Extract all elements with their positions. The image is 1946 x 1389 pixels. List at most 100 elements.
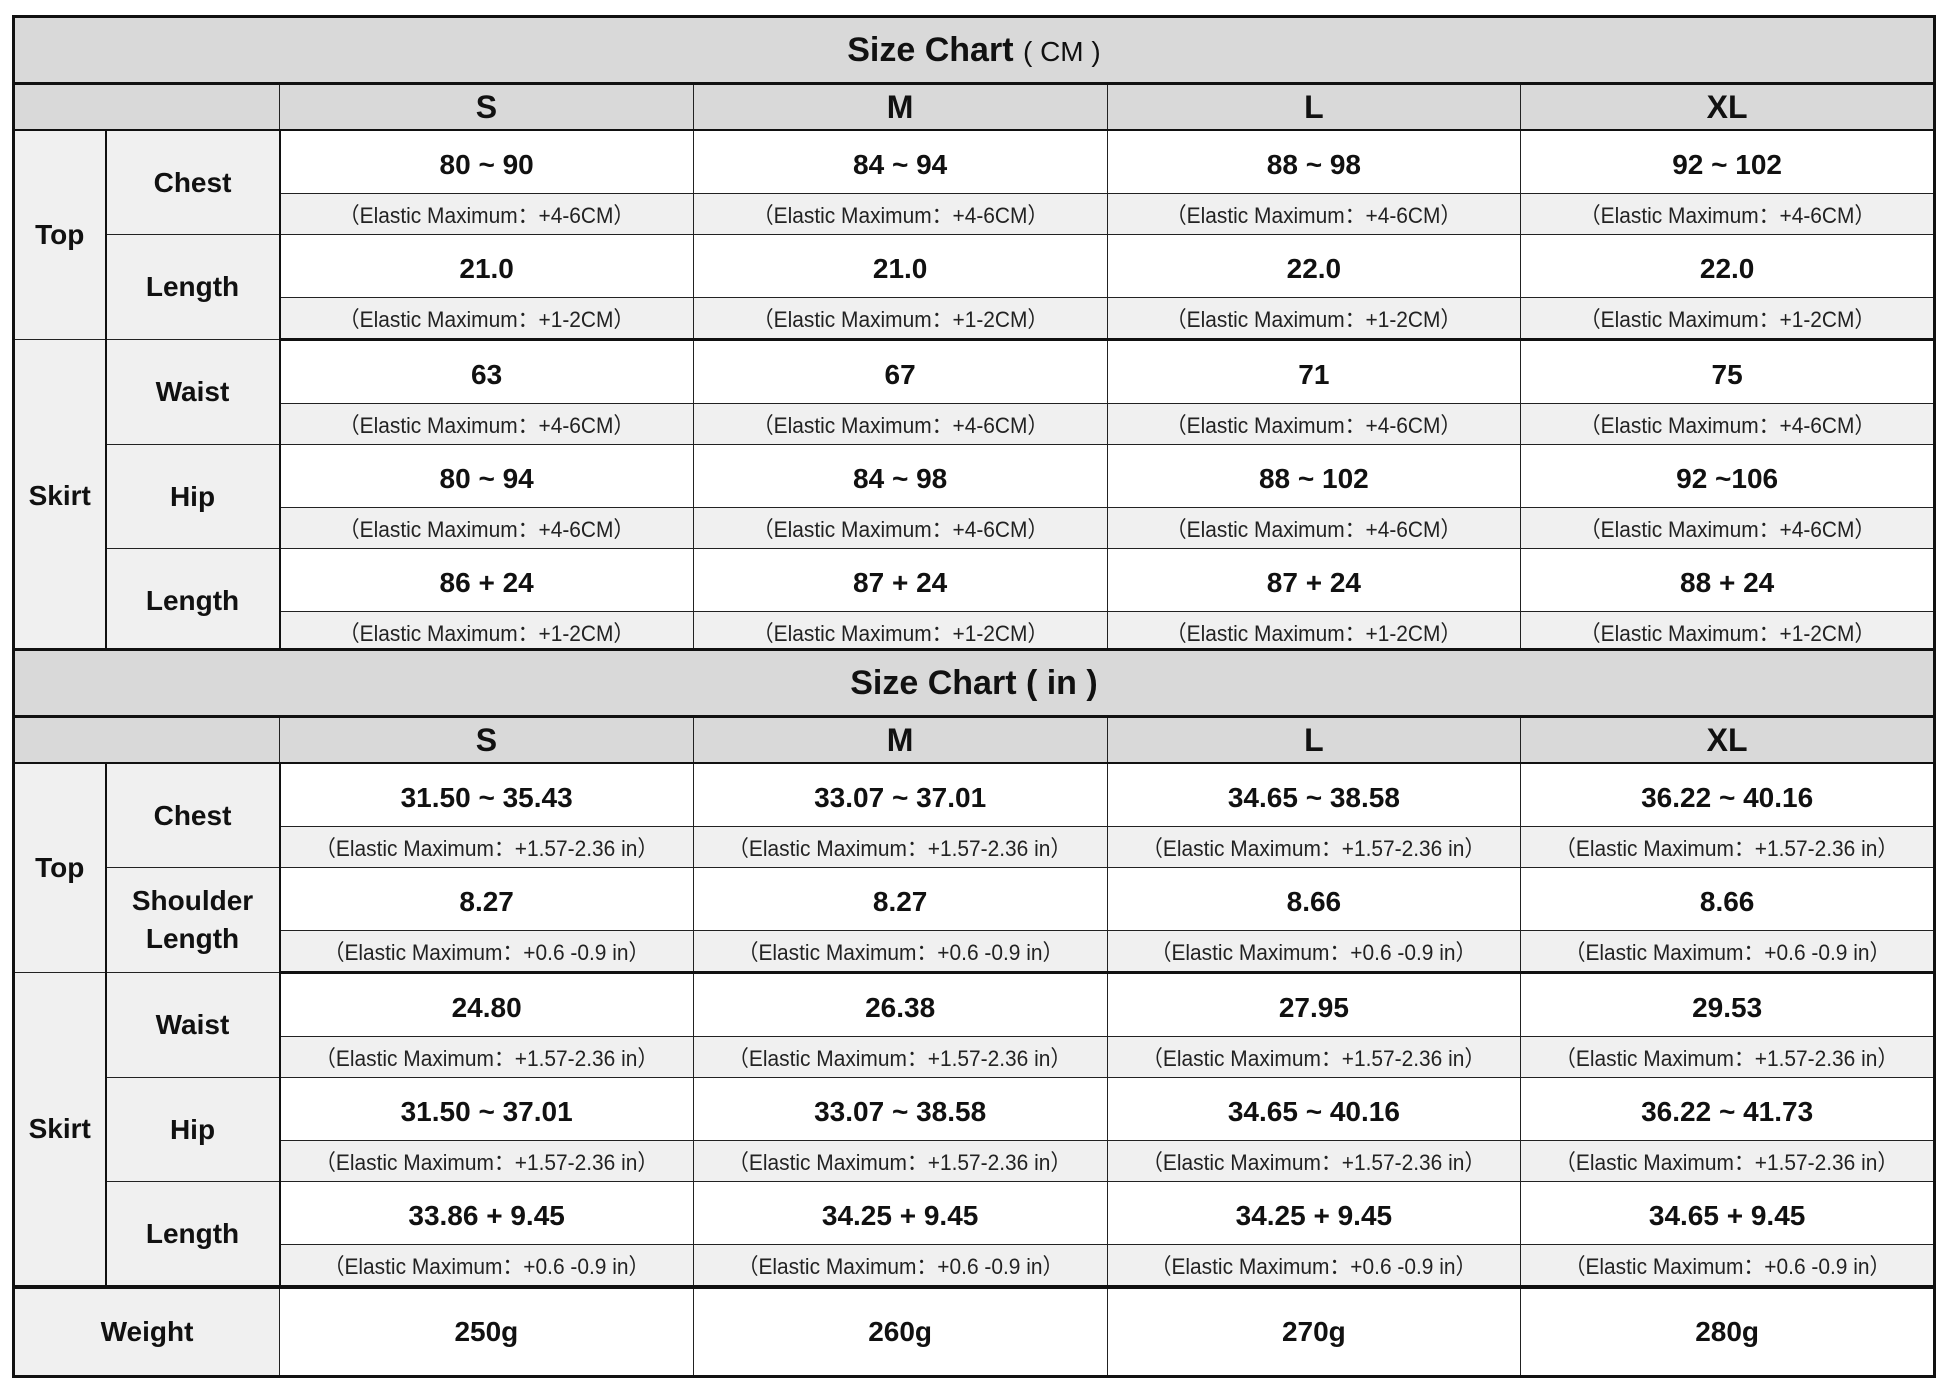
measure-value: 22.0 (1520, 234, 1935, 298)
measure-value: 84 ~ 98 (692, 444, 1108, 508)
measurement-value-row: Hip 80 ~ 94 84 ~ 98 88 ~ 102 92 ~106 (14, 444, 1935, 549)
measure-label: Length (105, 548, 281, 654)
measure-label: Waist (105, 972, 281, 1078)
table-title: Size Chart ( in ) (13, 649, 1935, 718)
title-text: Size Chart (847, 30, 1014, 69)
elastic-note-row: （Elastic Maximum：+0.6 -0.9 in） （Elastic M… (14, 1244, 1935, 1288)
elastic-note: （Elastic Maximum：+4-6CM） (1520, 193, 1935, 235)
elastic-note-text: （Elastic Maximum：+1-2CM） (1579, 621, 1875, 646)
size-header-row: S M L XL (13, 716, 1935, 764)
elastic-note-text: （Elastic Maximum：+4-6CM） (752, 413, 1048, 438)
elastic-note: （Elastic Maximum：+1.57-2.36 in） (692, 826, 1108, 868)
measure-label: Shoulder Length (105, 867, 281, 973)
size-chart-in-table: Size Chart ( in ) S M L XL Top Chest 31.50 ~ 35… (12, 648, 1936, 1288)
group-label-skirt: Skirt (13, 339, 107, 654)
elastic-note: （Elastic Maximum：+0.6 -0.9 in） (1520, 930, 1935, 974)
elastic-note: （Elastic Maximum：+1.57-2.36 in） (279, 1036, 694, 1078)
measure-value: 34.25 + 9.45 (1106, 1181, 1522, 1245)
measure-value: 33.07 ~ 37.01 (692, 762, 1108, 827)
elastic-note-text: （Elastic Maximum：+0.6 -0.9 in） (323, 940, 650, 965)
elastic-note-text: （Elastic Maximum：+1-2CM） (752, 307, 1048, 332)
elastic-note: （Elastic Maximum：+4-6CM） (692, 193, 1108, 235)
measure-value: 21.0 (692, 234, 1108, 298)
elastic-note-text: （Elastic Maximum：+1-2CM） (1166, 621, 1462, 646)
elastic-note-row: （Elastic Maximum：+1-2CM） （Elastic Maximum… (14, 297, 1935, 341)
elastic-note-text: （Elastic Maximum：+4-6CM） (752, 203, 1048, 228)
measure-value: 88 ~ 98 (1106, 129, 1522, 194)
size-header-l: L (1106, 83, 1522, 131)
elastic-note: （Elastic Maximum：+1.57-2.36 in） (279, 1140, 694, 1182)
elastic-note-text: （Elastic Maximum：+1.57-2.36 in） (728, 1150, 1072, 1175)
unit-label: ( CM ) (1022, 35, 1101, 67)
table-title: Size Chart ( CM ) (13, 16, 1935, 85)
measure-value: 8.27 (692, 867, 1108, 931)
measurement-value-row: Skirt Waist 24.80 26.38 27.95 29.53 (13, 972, 1935, 1287)
group-label-top: Top (13, 129, 107, 340)
title-row: Size Chart ( in ) (13, 649, 1935, 718)
elastic-note: （Elastic Maximum：+1.57-2.36 in） (692, 1140, 1108, 1182)
measure-value: 80 ~ 90 (279, 129, 694, 194)
elastic-note: （Elastic Maximum：+0.6 -0.9 in） (1520, 1244, 1935, 1288)
elastic-note: （Elastic Maximum：+1.57-2.36 in） (1520, 826, 1935, 868)
measure-value: 31.50 ~ 35.43 (279, 762, 694, 827)
measure-value: 92 ~ 102 (1520, 129, 1935, 194)
measure-value: 36.22 ~ 41.73 (1520, 1077, 1935, 1141)
measurement-value-row: Length 33.86 + 9.45 34.25 + 9.45 34.25 + 9.… (14, 1181, 1935, 1287)
elastic-note: （Elastic Maximum：+4-6CM） (1106, 403, 1522, 445)
measure-value: 34.25 + 9.45 (692, 1181, 1108, 1245)
measure-value: 92 ~106 (1520, 444, 1935, 508)
elastic-note: （Elastic Maximum：+4-6CM） (1106, 507, 1522, 549)
size-header-xl: XL (1520, 83, 1935, 131)
weight-value: 250g (279, 1287, 694, 1377)
elastic-note-text: （Elastic Maximum：+4-6CM） (1579, 413, 1875, 438)
measure-value: 71 (1106, 339, 1522, 404)
size-header-l: L (1106, 716, 1522, 764)
measurement-value-row: Length 86 + 24 87 + 24 87 + 24 88 + 24 (14, 548, 1935, 654)
elastic-note-text: （Elastic Maximum：+1-2CM） (1579, 307, 1875, 332)
elastic-note: （Elastic Maximum：+0.6 -0.9 in） (1106, 1244, 1522, 1288)
elastic-note-text: （Elastic Maximum：+1-2CM） (752, 621, 1048, 646)
elastic-note-text: （Elastic Maximum：+0.6 -0.9 in） (323, 1254, 650, 1279)
measure-value: 24.80 (279, 972, 694, 1037)
measure-value: 29.53 (1520, 972, 1935, 1037)
elastic-note-row: （Elastic Maximum：+4-6CM） （Elastic Maximum… (14, 193, 1935, 235)
size-header-xl: XL (1520, 716, 1935, 764)
measurement-value-row: Shoulder Length 8.27 8.27 8.66 8.66 (14, 867, 1935, 973)
elastic-note-text: （Elastic Maximum：+4-6CM） (338, 517, 635, 542)
elastic-note-text: （Elastic Maximum：+0.6 -0.9 in） (1564, 940, 1891, 965)
size-chart-cm-table: Size Chart ( CM ) S M L XL Top Chest 80 ~ 90 84 … (12, 15, 1936, 655)
measure-value: 34.65 + 9.45 (1520, 1181, 1935, 1245)
elastic-note-text: （Elastic Maximum：+4-6CM） (1579, 203, 1875, 228)
elastic-note-text: （Elastic Maximum：+1.57-2.36 in） (728, 1046, 1072, 1071)
elastic-note-row: （Elastic Maximum：+1.57-2.36 in） （Elastic … (14, 826, 1935, 868)
measure-value: 22.0 (1106, 234, 1522, 298)
measure-value: 8.27 (279, 867, 694, 931)
elastic-note-text: （Elastic Maximum：+1.57-2.36 in） (1555, 1046, 1899, 1071)
elastic-note-text: （Elastic Maximum：+1.57-2.36 in） (1142, 1046, 1486, 1071)
elastic-note: （Elastic Maximum：+1-2CM） (692, 611, 1108, 655)
elastic-note: （Elastic Maximum：+4-6CM） (1520, 507, 1935, 549)
size-header-s: S (279, 83, 694, 131)
elastic-note-text: （Elastic Maximum：+4-6CM） (1166, 203, 1462, 228)
elastic-note: （Elastic Maximum：+1-2CM） (279, 611, 694, 655)
weight-value: 270g (1106, 1287, 1522, 1377)
measure-value: 63 (279, 339, 694, 404)
elastic-note: （Elastic Maximum：+4-6CM） (279, 507, 694, 549)
elastic-note-row: （Elastic Maximum：+4-6CM） （Elastic Maximum… (14, 403, 1935, 445)
elastic-note: （Elastic Maximum：+1.57-2.36 in） (1520, 1140, 1935, 1182)
weight-table: Weight 250g 260g 270g 280g (12, 1286, 1936, 1378)
elastic-note: （Elastic Maximum：+4-6CM） (1106, 193, 1522, 235)
elastic-note-row: （Elastic Maximum：+0.6 -0.9 in） （Elastic M… (14, 930, 1935, 974)
elastic-note-text: （Elastic Maximum：+4-6CM） (752, 517, 1048, 542)
elastic-note-text: （Elastic Maximum：+4-6CM） (338, 413, 635, 438)
elastic-note: （Elastic Maximum：+0.6 -0.9 in） (1106, 930, 1522, 974)
size-header-m: M (692, 83, 1108, 131)
elastic-note: （Elastic Maximum：+0.6 -0.9 in） (279, 930, 694, 974)
measurement-value-row: Top Chest 31.50 ~ 35.43 33.07 ~ 37.01 34.65 … (13, 762, 1935, 973)
elastic-note: （Elastic Maximum：+4-6CM） (279, 193, 694, 235)
measure-value: 88 ~ 102 (1106, 444, 1522, 508)
elastic-note-text: （Elastic Maximum：+4-6CM） (1166, 413, 1462, 438)
elastic-note-text: （Elastic Maximum：+1.57-2.36 in） (728, 836, 1072, 861)
elastic-note-row: （Elastic Maximum：+1.57-2.36 in） （Elastic … (14, 1036, 1935, 1078)
size-header-s: S (279, 716, 694, 764)
